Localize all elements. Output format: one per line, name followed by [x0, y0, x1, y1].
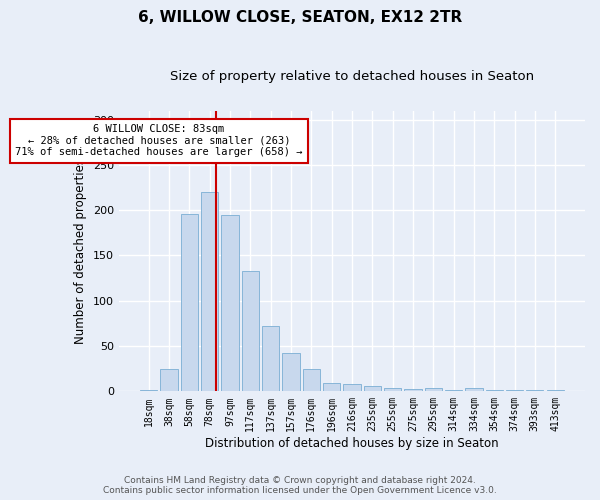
Bar [302, 368, 320, 392]
Bar [343, 384, 361, 392]
Text: Contains HM Land Registry data © Crown copyright and database right 2024.
Contai: Contains HM Land Registry data © Crown c… [103, 476, 497, 495]
Y-axis label: Number of detached properties: Number of detached properties [74, 158, 88, 344]
Bar [242, 271, 259, 392]
Bar [404, 388, 422, 392]
Bar [526, 390, 544, 392]
Bar [506, 390, 523, 392]
Bar [140, 390, 157, 392]
Title: Size of property relative to detached houses in Seaton: Size of property relative to detached ho… [170, 70, 534, 83]
Bar [445, 390, 462, 392]
Bar [465, 388, 482, 392]
X-axis label: Distribution of detached houses by size in Seaton: Distribution of detached houses by size … [205, 437, 499, 450]
Text: 6 WILLOW CLOSE: 83sqm
← 28% of detached houses are smaller (263)
71% of semi-det: 6 WILLOW CLOSE: 83sqm ← 28% of detached … [15, 124, 302, 158]
Bar [221, 214, 239, 392]
Bar [425, 388, 442, 392]
Bar [181, 214, 198, 392]
Bar [262, 326, 279, 392]
Bar [160, 368, 178, 392]
Bar [283, 354, 299, 392]
Bar [547, 390, 564, 392]
Bar [384, 388, 401, 392]
Bar [323, 383, 340, 392]
Bar [485, 390, 503, 392]
Bar [201, 192, 218, 392]
Bar [364, 386, 381, 392]
Text: 6, WILLOW CLOSE, SEATON, EX12 2TR: 6, WILLOW CLOSE, SEATON, EX12 2TR [138, 10, 462, 25]
